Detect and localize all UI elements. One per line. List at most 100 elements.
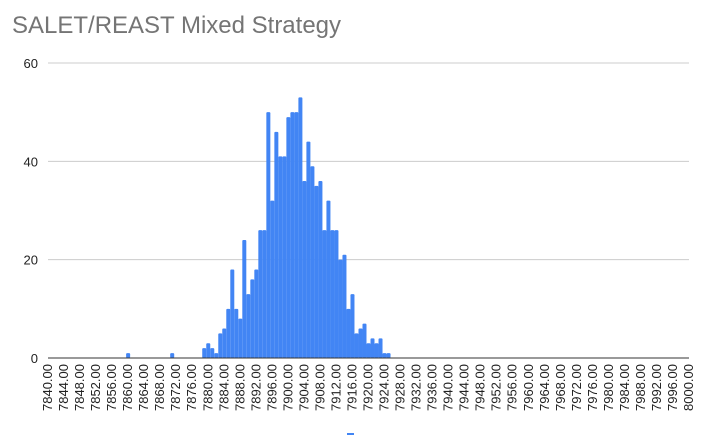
bar — [170, 353, 175, 358]
x-tick-label: 7892.00 — [248, 364, 263, 411]
x-tick-label: 7976.00 — [585, 364, 600, 411]
bar — [374, 343, 379, 358]
x-tick-label: 7864.00 — [136, 364, 151, 411]
x-tick-label: 7860.00 — [120, 364, 135, 411]
bar — [298, 97, 303, 359]
x-tick-label: 7960.00 — [521, 364, 536, 411]
bar — [230, 269, 235, 358]
bar — [266, 112, 271, 359]
bar — [350, 294, 355, 358]
bar — [322, 230, 327, 358]
bar — [366, 343, 371, 358]
x-tick-label: 7972.00 — [569, 364, 584, 411]
bar — [282, 156, 287, 358]
bar — [302, 181, 307, 358]
bar — [334, 230, 339, 358]
x-tick-label: 7924.00 — [377, 364, 392, 411]
bar — [386, 353, 391, 358]
x-tick-label: 7928.00 — [393, 364, 408, 411]
bar — [206, 343, 211, 358]
bar — [238, 318, 243, 358]
bar — [250, 279, 255, 358]
bar — [210, 348, 215, 358]
x-tick-label: 7848.00 — [72, 364, 87, 411]
bar — [382, 353, 387, 358]
bar — [202, 348, 207, 358]
x-tick-label: 7916.00 — [344, 364, 359, 411]
bar — [214, 353, 219, 358]
x-tick-label: 7956.00 — [505, 364, 520, 411]
tick-labels: 0 20 40 60 7840.00 7844.00 7848.00 7852.00 7856.… — [24, 56, 696, 411]
x-tick-label: 7884.00 — [216, 364, 231, 411]
x-tick-label: 7880.00 — [200, 364, 215, 411]
y-tick-label: 0 — [31, 351, 38, 366]
x-tick-label: 7944.00 — [457, 364, 472, 411]
x-tick-label: 7900.00 — [280, 364, 295, 411]
x-tick-label: 7844.00 — [56, 364, 71, 411]
bar — [306, 141, 311, 358]
bar — [218, 333, 223, 358]
bar — [126, 353, 131, 358]
x-tick-label: 7968.00 — [553, 364, 568, 411]
bar — [290, 112, 295, 359]
x-tick-label: 7840.00 — [40, 364, 55, 411]
bar — [342, 254, 347, 358]
bar — [318, 181, 323, 358]
x-tick-label: 7988.00 — [633, 364, 648, 411]
bar — [314, 185, 319, 358]
x-tick-label: 7876.00 — [184, 364, 199, 411]
bar — [274, 131, 279, 358]
x-tick-label: 7908.00 — [312, 364, 327, 411]
x-tick-label: 7868.00 — [152, 364, 167, 411]
bar — [262, 230, 267, 358]
x-tick-label: 7996.00 — [665, 364, 680, 411]
x-tick-label: 7920.00 — [361, 364, 376, 411]
bar — [286, 117, 291, 358]
x-tick-label: 7984.00 — [617, 364, 632, 411]
x-tick-label: 7992.00 — [649, 364, 664, 411]
x-tick-label: 7888.00 — [232, 364, 247, 411]
x-tick-label: 7940.00 — [441, 364, 456, 411]
bar — [254, 269, 259, 358]
bar — [346, 308, 351, 358]
x-tick-label: 7980.00 — [601, 364, 616, 411]
bar — [338, 259, 343, 358]
y-tick-label: 20 — [24, 253, 38, 268]
bar — [270, 200, 275, 358]
x-tick-label: 8000.00 — [681, 364, 696, 411]
x-tick-label: 7872.00 — [168, 364, 183, 411]
bar — [370, 338, 375, 358]
bar — [234, 308, 239, 358]
x-tick-label: 7964.00 — [537, 364, 552, 411]
x-tick-label: 7852.00 — [88, 364, 103, 411]
bar — [354, 333, 359, 358]
y-tick-label: 40 — [24, 154, 38, 169]
x-tick-label: 7896.00 — [264, 364, 279, 411]
bar — [258, 230, 263, 358]
x-tick-label: 7856.00 — [104, 364, 119, 411]
legend-swatch — [347, 433, 354, 435]
y-tick-label: 60 — [24, 56, 38, 71]
x-tick-label: 7932.00 — [409, 364, 424, 411]
bar — [242, 240, 247, 358]
bar — [378, 338, 383, 358]
bar — [246, 294, 251, 358]
chart-title: SALET/REAST Mixed Strategy — [12, 12, 342, 39]
bar — [330, 230, 335, 358]
x-tick-label: 7912.00 — [328, 364, 343, 411]
x-tick-label: 7936.00 — [425, 364, 440, 411]
bar — [310, 166, 315, 358]
bars — [126, 97, 391, 359]
bar — [222, 328, 227, 358]
bar — [226, 308, 231, 358]
bar — [294, 112, 299, 359]
x-tick-label: 7904.00 — [296, 364, 311, 411]
x-tick-label: 7948.00 — [473, 364, 488, 411]
bar — [358, 328, 363, 358]
x-tick-label: 7952.00 — [489, 364, 504, 411]
bar — [278, 156, 283, 358]
bar — [362, 323, 367, 358]
gridlines — [48, 62, 689, 261]
bar — [326, 200, 331, 358]
